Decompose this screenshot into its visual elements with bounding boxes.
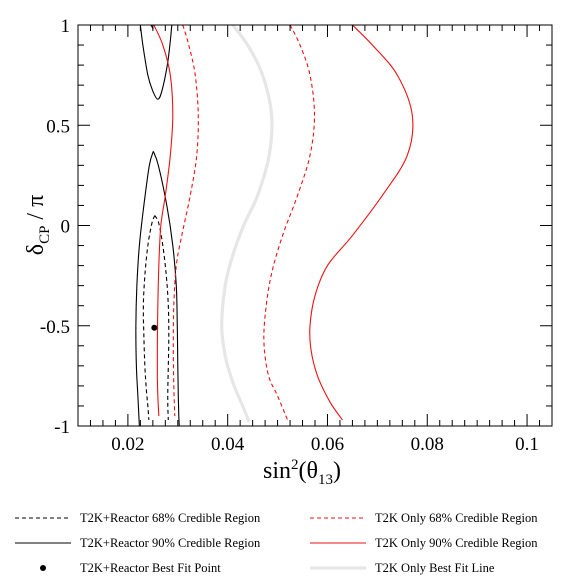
legend: T2K+Reactor 68% Credible Region T2K Only … [15, 511, 538, 575]
curves-layer [135, 25, 414, 426]
series-t2k-only-68-credible-region-segment-1 [172, 25, 199, 416]
series-t2k-reactor-90-credible-region-segment-2 [152, 151, 180, 426]
legend-marker [40, 565, 46, 571]
x-tick-label: 0.06 [311, 434, 344, 455]
y-tick-label: 1 [61, 16, 71, 37]
legend-label: T2K Only 90% Credible Region [375, 536, 538, 550]
x-tick-label: 0.08 [411, 434, 444, 455]
legend-item-t2k-reactor-68-credible-region: T2K+Reactor 68% Credible Region [15, 511, 261, 525]
x-tick-label: 0.04 [211, 434, 245, 455]
series-t2k-reactor-90-credible-region-segment-3 [139, 25, 173, 100]
legend-label: T2K+Reactor 90% Credible Region [80, 536, 261, 550]
series-t2k-only-90-credible-region-segment-2 [309, 25, 414, 421]
y-tick-label: 0.5 [46, 116, 70, 137]
x-tick-label: 0.1 [515, 434, 539, 455]
series-t2k-only-68-credible-region-segment-2 [263, 25, 316, 421]
tick-labels-layer: 0.02 0.04 0.06 0.08 0.1 -1 -0.5 0 0.5 1 [40, 16, 539, 455]
series-t2k-only-90-credible-region-segment-1 [153, 25, 174, 416]
x-axis-label-close: ) [333, 458, 341, 484]
legend-label: T2K Only 68% Credible Region [375, 511, 538, 525]
x-axis-label: sin2(θ13) [263, 457, 341, 488]
series-t2k-only-best-fit-line-segment-1 [220, 25, 274, 423]
legend-item-t2k-reactor-90-credible-region: T2K+Reactor 90% Credible Region [15, 536, 261, 550]
series-t2k-only-best-fit-line [220, 25, 274, 423]
x-axis-label-sub: 13 [318, 472, 333, 488]
ticks-layer [77, 24, 553, 427]
y-tick-label: -1 [54, 417, 70, 438]
plot-frame [77, 24, 553, 427]
series-t2k-reactor-90-credible-region-segment-1 [135, 151, 154, 426]
legend-item-t2k-only-best-fit-line: T2K Only Best Fit Line [310, 561, 495, 575]
x-axis-label-theta: (θ [299, 458, 319, 484]
legend-label: T2K+Reactor 68% Credible Region [80, 511, 261, 525]
x-tick-label: 0.02 [111, 434, 144, 455]
series-t2k-only-68-credible-region [172, 25, 316, 421]
series-t2k-reactor-68-credible-region-segment-2 [154, 215, 170, 421]
x-axis-label-sup: 2 [291, 457, 299, 473]
series-t2k-reactor-68-credible-region-segment-1 [142, 215, 156, 421]
y-axis-label: δCP / π [23, 195, 53, 255]
legend-label: T2K+Reactor Best Fit Point [80, 561, 221, 575]
series-t2k-only-90-credible-region [153, 25, 414, 421]
y-tick-label: -0.5 [40, 317, 70, 338]
series-t2k-reactor-68-credible-region [142, 215, 170, 421]
y-tick-label: 0 [61, 217, 71, 238]
legend-item-t2k-only-68-credible-region: T2K Only 68% Credible Region [310, 511, 538, 525]
x-axis-label-sin: sin [263, 458, 291, 484]
legend-item-t2k-only-90-credible-region: T2K Only 90% Credible Region [310, 536, 538, 550]
series-t2k-reactor-90-credible-region [135, 25, 180, 426]
legend-item-t2k-reactor-best-fit-point: T2K+Reactor Best Fit Point [40, 561, 221, 575]
t2k-reactor-best-fit-point [151, 324, 158, 331]
y-axis-label-rest: / π [23, 195, 49, 226]
y-axis-label-sub: CP [37, 226, 53, 244]
legend-label: T2K Only Best Fit Line [375, 561, 495, 575]
y-axis-label-delta: δ [23, 244, 49, 255]
